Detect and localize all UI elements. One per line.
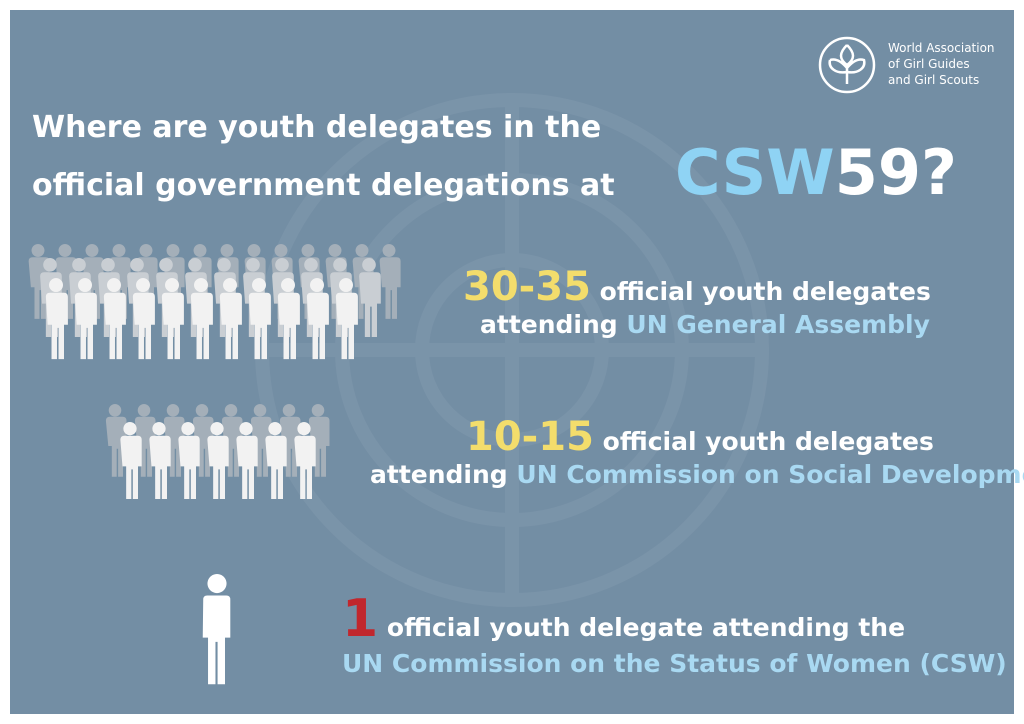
row-text: official youth delegates [603,427,934,456]
person-icon [265,422,287,499]
logo-text: of Girl Guides [888,57,970,71]
person-icon [190,278,213,360]
row-text-highlight: UN General Assembly [626,310,930,339]
person-icon [207,422,229,499]
row-line: attending UN General Assembly [480,310,930,339]
person-icon [45,278,68,360]
person-icon [250,404,272,477]
person-icon [248,278,271,360]
row-text-highlight: UN Commission on the Status of Women (CS… [342,649,1007,678]
person-icon [335,278,358,360]
person-icon [221,404,243,477]
row-line: 30-35 official youth delegates [463,264,931,310]
people-icons [28,244,401,685]
logo-text: World Association [888,41,995,55]
person-icon [178,422,200,499]
row-text: attending [370,460,508,489]
person-icon [308,404,330,477]
person-icon [132,278,155,360]
person-icon [105,404,127,477]
row-text-highlight: UN Commission on Social Development [516,460,1024,489]
row-number: 10-15 [466,414,594,460]
person-icon [74,278,97,360]
title-line: Where are youth delegates in the [32,110,601,145]
row-line: 10-15 official youth delegates [466,414,934,460]
event-suffix: 59? [835,136,957,209]
person-icon [219,278,242,360]
event-prefix: CSW [675,136,835,209]
logo-trefoil [828,44,866,84]
row-number: 30-35 [463,264,591,310]
person-icon [82,244,104,319]
person-icon [192,404,214,477]
title-line: official government delegations at [32,168,615,203]
person-icon [306,278,329,360]
row-line: attending UN Commission on Social Develo… [370,460,1024,489]
person-icon [161,278,184,360]
row-text: official youth delegate attending the [387,613,905,642]
row-line: 1 official youth delegate attending the [342,589,905,649]
logo: World Association of Girl Guides and Gir… [818,36,995,94]
row-number: 1 [342,589,378,649]
person-icon [294,422,316,499]
person-icon [202,574,231,685]
logo-mark [818,36,876,94]
person-icon [149,422,171,499]
row-text: official youth delegates [600,277,931,306]
person-icon [120,422,142,499]
event: CSW59? [675,136,957,209]
person-icon [236,422,258,499]
logo-text: and Girl Scouts [888,73,979,87]
person-icon [279,404,301,477]
person-icon [163,404,185,477]
person-icon [103,278,126,360]
person-icon [134,404,156,477]
person-icon [277,278,300,360]
person-icon [379,244,401,319]
person-icon [359,258,381,338]
row-text: attending [480,310,618,339]
